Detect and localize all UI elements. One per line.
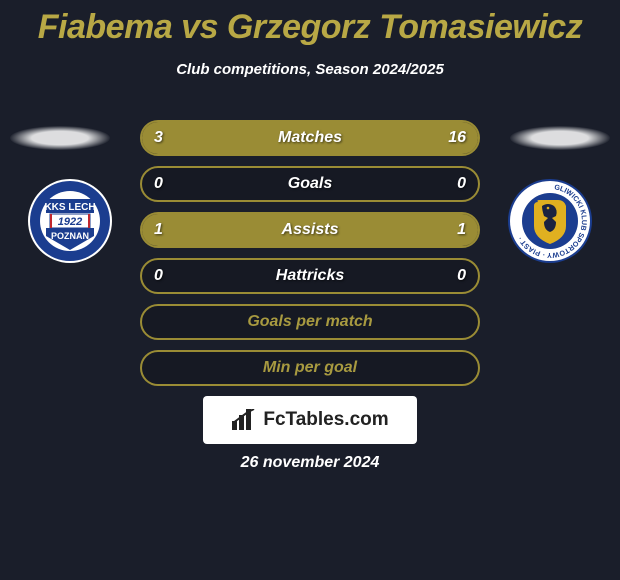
stat-label: Assists: [282, 221, 339, 239]
value-right: 1: [457, 221, 466, 239]
stat-row-assists: 1 1 Assists: [140, 212, 480, 248]
player-left-avatar-shadow: [10, 126, 110, 150]
fctables-watermark: FcTables.com: [203, 396, 417, 444]
value-right: 0: [457, 267, 466, 285]
club-badge-left: KKS LECH 1922 POZNAN: [20, 178, 120, 264]
stat-row-goals: 0 0 Goals: [140, 166, 480, 202]
svg-text:POZNAN: POZNAN: [51, 231, 89, 241]
club-badge-right: GLIWICKI KLUB SPORTOWY · PIAST ·: [500, 178, 600, 264]
bar-left: [142, 122, 195, 154]
value-left: 0: [154, 175, 163, 193]
stat-label: Matches: [278, 129, 342, 147]
value-left: 1: [154, 221, 163, 239]
stat-label: Goals: [288, 175, 332, 193]
comparison-chart: 3 16 Matches 0 0 Goals 1 1 Assists 0 0 Hattricks Goa…: [140, 120, 480, 396]
fctables-logo-icon: [231, 409, 257, 431]
value-left: 0: [154, 267, 163, 285]
lech-poznan-logo-icon: KKS LECH 1922 POZNAN: [20, 178, 120, 264]
piast-gliwice-logo-icon: GLIWICKI KLUB SPORTOWY · PIAST ·: [500, 178, 600, 264]
stat-row-goals-per-match: Goals per match: [140, 304, 480, 340]
fctables-text: FcTables.com: [263, 409, 388, 431]
value-right: 0: [457, 175, 466, 193]
value-left: 3: [154, 129, 163, 147]
stat-row-hattricks: 0 0 Hattricks: [140, 258, 480, 294]
page-title: Fiabema vs Grzegorz Tomasiewicz: [0, 0, 620, 47]
subtitle: Club competitions, Season 2024/2025: [0, 61, 620, 78]
stat-label: Min per goal: [263, 359, 357, 377]
player-right-avatar-shadow: [510, 126, 610, 150]
value-right: 16: [448, 129, 466, 147]
stat-label: Goals per match: [247, 313, 372, 331]
svg-text:KKS LECH: KKS LECH: [44, 202, 95, 213]
date-text: 26 november 2024: [0, 454, 620, 472]
svg-text:1922: 1922: [58, 216, 82, 228]
stat-label: Hattricks: [276, 267, 344, 285]
stat-row-min-per-goal: Min per goal: [140, 350, 480, 386]
stat-row-matches: 3 16 Matches: [140, 120, 480, 156]
